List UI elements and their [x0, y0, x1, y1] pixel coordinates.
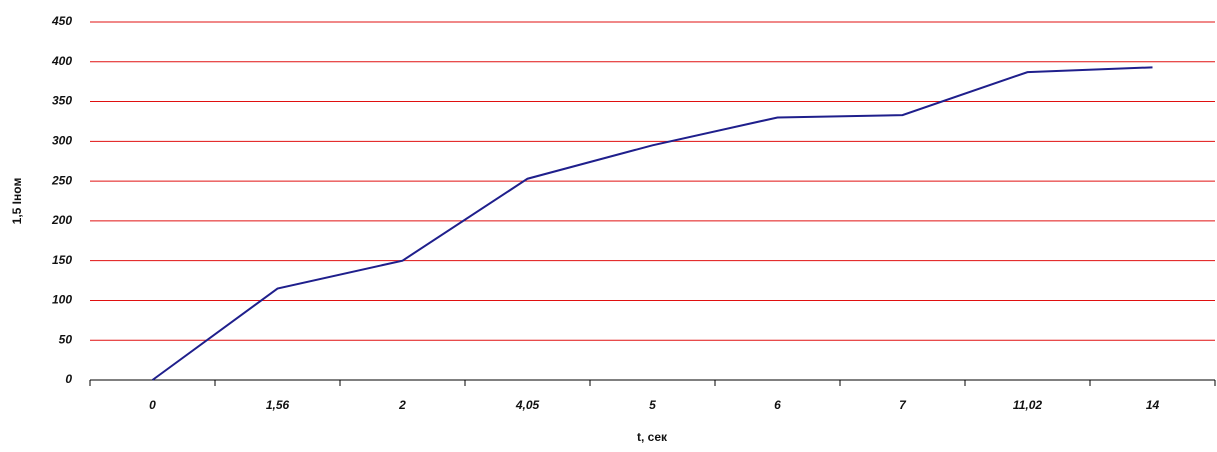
y-tick-label: 300	[52, 134, 72, 148]
y-tick-label: 0	[65, 372, 72, 386]
y-tick-label: 250	[51, 173, 72, 187]
y-tick-label: 100	[52, 293, 72, 307]
x-tick-label: 0	[149, 398, 156, 412]
y-tick-label: 400	[51, 54, 72, 68]
y-axis-label: 1,5 Iном	[10, 178, 24, 225]
x-tick-label: 1,56	[266, 398, 290, 412]
y-tick-label: 200	[51, 213, 72, 227]
x-tick-label: 4,05	[515, 398, 540, 412]
x-tick-label: 6	[774, 398, 781, 412]
y-tick-label: 450	[51, 14, 72, 28]
y-tick-label: 350	[52, 94, 72, 108]
chart: 1,5 Iном t, сек 050100150200250300350400…	[0, 0, 1217, 452]
data-line	[153, 67, 1153, 380]
y-tick-label: 50	[59, 332, 73, 346]
x-tick-label: 7	[899, 398, 907, 412]
x-tick-label: 11,02	[1013, 398, 1042, 412]
y-tick-label: 150	[52, 253, 72, 267]
x-tick-label: 2	[398, 398, 406, 412]
x-axis-label: t, сек	[637, 430, 668, 444]
x-tick-label: 14	[1146, 398, 1160, 412]
x-tick-label: 5	[649, 398, 656, 412]
